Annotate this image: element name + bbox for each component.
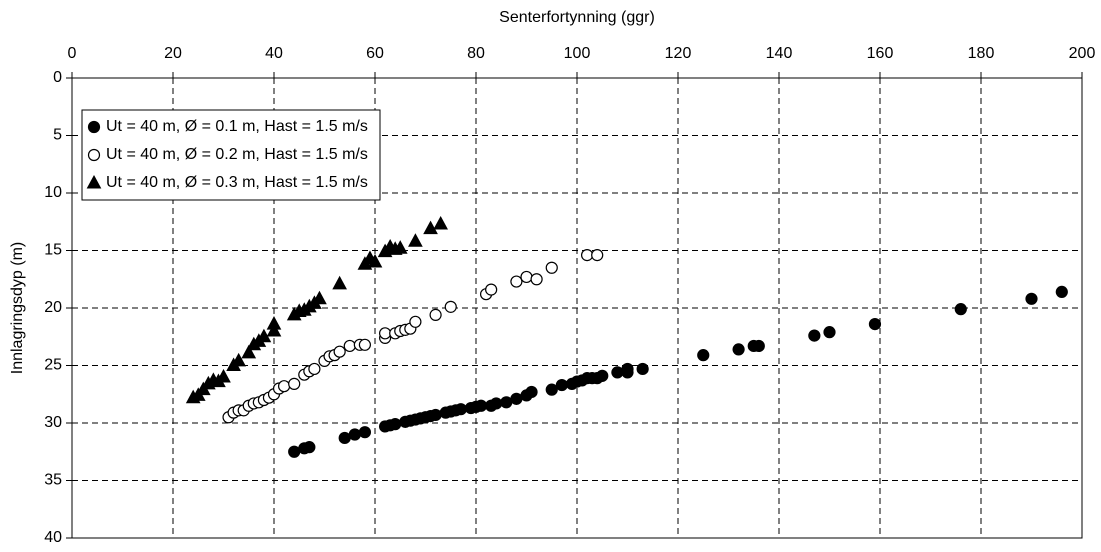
point [555, 378, 568, 392]
y-axis-title: Innlagringsdyp (m) [9, 242, 26, 375]
y-tick-label: 5 [53, 127, 62, 144]
legend-box [81, 109, 381, 201]
point [409, 315, 422, 328]
point [429, 408, 442, 422]
point [288, 377, 301, 390]
point [348, 428, 361, 441]
x-tick-label: 180 [968, 45, 995, 62]
point [389, 418, 402, 431]
point [429, 308, 442, 321]
x-tick-label: 120 [665, 45, 692, 62]
x-tick-label: 100 [564, 45, 591, 62]
point [338, 431, 351, 445]
point [490, 397, 503, 410]
legend-marker [87, 148, 101, 162]
x-tick-label: 140 [766, 45, 793, 62]
legend-marker [87, 120, 101, 134]
legend-marker [86, 174, 102, 189]
point [1025, 292, 1038, 305]
point [308, 362, 321, 376]
point [510, 275, 523, 288]
point [510, 392, 523, 405]
point [312, 290, 327, 305]
point [408, 233, 423, 247]
x-tick-label: 160 [867, 45, 894, 62]
point [520, 270, 533, 284]
legend-label: Ut = 40 m, Ø = 0.3 m, Hast = 1.5 m/s [106, 174, 368, 191]
point [868, 318, 882, 331]
point [358, 426, 371, 439]
point [611, 366, 624, 379]
point [752, 339, 765, 353]
x-tick-label: 40 [265, 45, 283, 62]
point [530, 273, 543, 286]
point [444, 300, 457, 313]
point [278, 380, 291, 393]
x-tick-label: 20 [164, 45, 182, 62]
point [474, 399, 488, 412]
point [367, 253, 383, 268]
y-tick-label: 25 [44, 357, 62, 374]
point [525, 385, 538, 399]
y-tick-label: 10 [44, 184, 62, 201]
point [288, 445, 301, 458]
plot-frame [71, 77, 1083, 539]
point [596, 369, 609, 382]
y-tick-label: 20 [44, 299, 62, 316]
point [303, 441, 316, 454]
point [358, 338, 371, 351]
x-tick-label: 60 [366, 45, 384, 62]
point [454, 403, 467, 416]
legend-label: Ut = 40 m, Ø = 0.2 m, Hast = 1.5 m/s [106, 146, 368, 163]
point [231, 352, 246, 367]
point [266, 316, 282, 330]
x-tick-label: 0 [68, 45, 77, 62]
point [241, 344, 257, 359]
point [500, 396, 513, 409]
point [636, 362, 649, 376]
point [332, 275, 347, 290]
point [808, 329, 821, 342]
point [485, 283, 498, 296]
y-tick-label: 0 [53, 69, 62, 86]
x-axis-title: Senterfortynning (ggr) [499, 9, 655, 26]
point [1055, 285, 1068, 298]
point [697, 349, 710, 362]
point [545, 383, 558, 396]
x-tick-label: 200 [1069, 45, 1096, 62]
point [433, 216, 448, 230]
point [343, 339, 356, 353]
x-tick-label: 80 [467, 45, 485, 62]
point [954, 303, 967, 316]
point [333, 345, 346, 358]
point [545, 261, 558, 274]
legend: Ut = 40 m, Ø = 0.1 m, Hast = 1.5 m/s Ut =… [81, 109, 381, 201]
legend-label: Ut = 40 m, Ø = 0.1 m, Hast = 1.5 m/s [106, 118, 368, 135]
point [591, 249, 604, 262]
point [423, 220, 438, 235]
y-tick-label: 30 [44, 414, 62, 431]
y-tick-label: 35 [44, 472, 62, 489]
y-tick-label: 15 [44, 242, 62, 259]
point [621, 362, 634, 376]
point [580, 249, 594, 262]
point [379, 327, 392, 340]
point [823, 326, 836, 339]
point [732, 343, 745, 356]
point [216, 368, 231, 383]
y-tick-label: 40 [44, 529, 62, 546]
point [266, 322, 282, 337]
point [392, 240, 408, 254]
